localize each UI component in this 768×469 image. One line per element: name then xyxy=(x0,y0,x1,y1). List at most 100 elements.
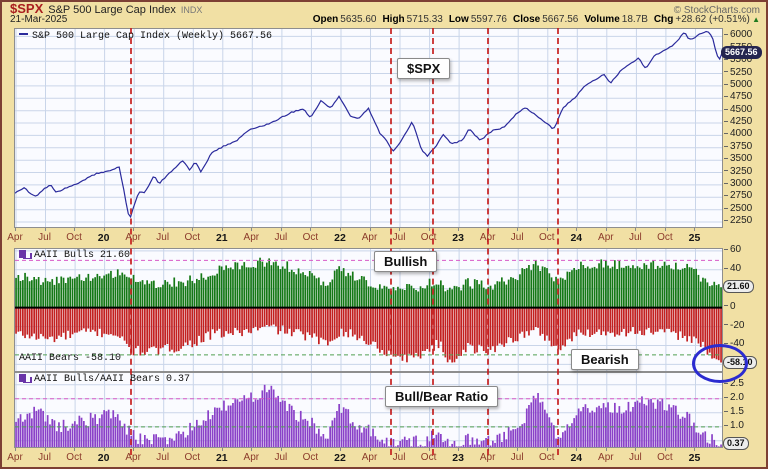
y-axis-tick-label: 4750 xyxy=(724,91,752,102)
date-axis-label: Jul xyxy=(392,232,406,243)
date-tick xyxy=(546,448,548,451)
date-axis-label: 20 xyxy=(97,452,110,464)
date-axis-label: Jul xyxy=(510,232,524,243)
y-axis-tick-label: 2.0 xyxy=(724,392,744,403)
ratio-value-bubble: 0.37 xyxy=(723,437,749,451)
sentiment-extreme-event-line xyxy=(390,28,393,455)
date-axis-label: Apr xyxy=(125,452,141,463)
date-tick xyxy=(605,228,607,231)
bull-bear-ratio-chart xyxy=(15,373,722,447)
date-tick xyxy=(310,228,312,231)
date-tick xyxy=(369,448,371,451)
bullish-annotation: Bullish xyxy=(374,251,438,272)
ratio-legend: AAII Bulls/AAII Bears 0.37 xyxy=(19,374,190,385)
date-tick xyxy=(221,228,223,231)
date-tick xyxy=(635,448,637,451)
date-tick xyxy=(251,228,253,231)
price-panel: S&P 500 Large Cap Index (Weekly) 5667.56 xyxy=(14,28,723,228)
date-axis-label: Jul xyxy=(274,232,288,243)
bulls-legend-label: AAII Bulls 21.60 xyxy=(34,250,131,261)
date-axis-label: 23 xyxy=(452,232,464,244)
date-axis-label: Apr xyxy=(125,232,141,243)
date-axis-label: Apr xyxy=(243,232,260,243)
date-tick xyxy=(339,228,341,231)
quote-label: High xyxy=(382,14,405,25)
date-tick xyxy=(635,228,637,231)
date-axis-lower: Apr Jul Oct 20 Apr Jul Oct 21 Apr Jul Oct 22 Apr Jul O… xyxy=(7,448,723,469)
sentiment-y-axis: 60 40 0 -20 -40 xyxy=(723,244,768,372)
date-tick xyxy=(251,448,253,451)
date-tick xyxy=(74,448,76,451)
spx-annotation: $SPX xyxy=(397,58,451,79)
y-axis-tick-label: 40 xyxy=(724,263,741,274)
ratio-annotation: Bull/Bear Ratio xyxy=(385,386,499,407)
date-axis-label: Jul xyxy=(392,452,406,463)
date-axis-label: Oct xyxy=(302,452,319,463)
date-axis-label: Apr xyxy=(479,452,496,463)
histogram-swatch-icon xyxy=(19,250,30,259)
date-axis-label: Jul xyxy=(274,452,288,463)
date-axis-label: Oct xyxy=(184,452,201,463)
date-tick xyxy=(399,228,401,231)
date-tick xyxy=(576,228,578,231)
sentiment-extreme-event-line xyxy=(487,28,490,455)
date-axis-label: 21 xyxy=(215,232,228,244)
chart-header: $SPX S&P 500 Large Cap Index INDX © Stoc… xyxy=(10,1,760,16)
date-tick xyxy=(694,448,696,451)
y-axis-tick-label: 2750 xyxy=(724,190,752,201)
date-axis-label: Oct xyxy=(657,452,673,463)
date-tick xyxy=(517,448,519,451)
date-tick xyxy=(369,228,371,231)
price-legend-label: S&P 500 Large Cap Index (Weekly) 5667.56 xyxy=(32,31,273,42)
date-axis-label: Oct xyxy=(657,232,673,243)
bears-legend: AAII Bears -58.10 xyxy=(19,353,121,364)
date-tick xyxy=(517,228,519,231)
ratio-panel: AAII Bulls/AAII Bears 0.37 xyxy=(14,372,723,448)
date-axis-label: 24 xyxy=(570,452,583,464)
sentiment-extreme-event-line xyxy=(556,28,559,455)
y-axis-tick-label: 3500 xyxy=(724,153,752,164)
date-tick xyxy=(103,448,105,451)
change-up-arrow-icon: ▲ xyxy=(749,15,760,24)
date-tick xyxy=(103,228,105,231)
price-chart xyxy=(15,29,722,227)
date-axis-label: 25 xyxy=(688,232,701,244)
y-axis-tick-label: -40 xyxy=(724,338,744,349)
date-axis-label: Jul xyxy=(156,232,170,243)
bulls-bears-chart xyxy=(15,249,722,371)
y-axis-tick-label: 5500 xyxy=(724,54,752,65)
y-axis-tick-label: 2250 xyxy=(724,215,752,226)
date-axis-label: Oct xyxy=(420,452,437,463)
y-axis-tick-label: 3250 xyxy=(724,166,752,177)
quote-row: 21-Mar-2025 Open 5635.60 High 5715.33 Low 559… xyxy=(10,14,760,27)
date-axis-label: Jul xyxy=(628,452,642,463)
bearish-extreme-circle-annotation xyxy=(692,344,748,383)
date-axis-label: Oct xyxy=(66,232,82,243)
date-axis-label: Jul xyxy=(38,452,51,463)
date-axis-label: Jul xyxy=(628,232,642,243)
bulls-value-bubble: 21.60 xyxy=(723,280,754,294)
exchange-label: INDX xyxy=(180,5,203,15)
date-axis-label: Jul xyxy=(38,232,51,243)
date-axis-label: Apr xyxy=(7,232,23,243)
histogram-swatch-icon xyxy=(19,374,30,383)
date-tick xyxy=(221,448,223,451)
price-legend: S&P 500 Large Cap Index (Weekly) 5667.56 xyxy=(19,31,272,42)
date-tick xyxy=(192,448,194,451)
date-tick xyxy=(428,448,430,451)
date-axis-label: Apr xyxy=(7,452,23,463)
y-axis-tick-label: 4500 xyxy=(724,104,752,115)
date-axis-label: Oct xyxy=(420,232,437,243)
date-axis-label: Oct xyxy=(184,232,201,243)
quote-label: Volume xyxy=(584,14,620,25)
ohlc-quote: Open 5635.60 High 5715.33 Low 5597.76 Close 566… xyxy=(307,14,760,25)
date-tick xyxy=(428,228,430,231)
chart-date: 21-Mar-2025 xyxy=(10,14,68,25)
date-axis-label: Apr xyxy=(598,232,614,243)
date-tick xyxy=(280,228,282,231)
y-axis-tick-label: 4000 xyxy=(724,128,752,139)
date-axis-label: Oct xyxy=(538,232,555,243)
date-axis-label: 20 xyxy=(97,232,110,244)
ratio-y-axis: 2.5 2.0 1.5 1.0 xyxy=(723,372,768,448)
stockcharts-credit: © StockCharts.com xyxy=(673,5,760,16)
